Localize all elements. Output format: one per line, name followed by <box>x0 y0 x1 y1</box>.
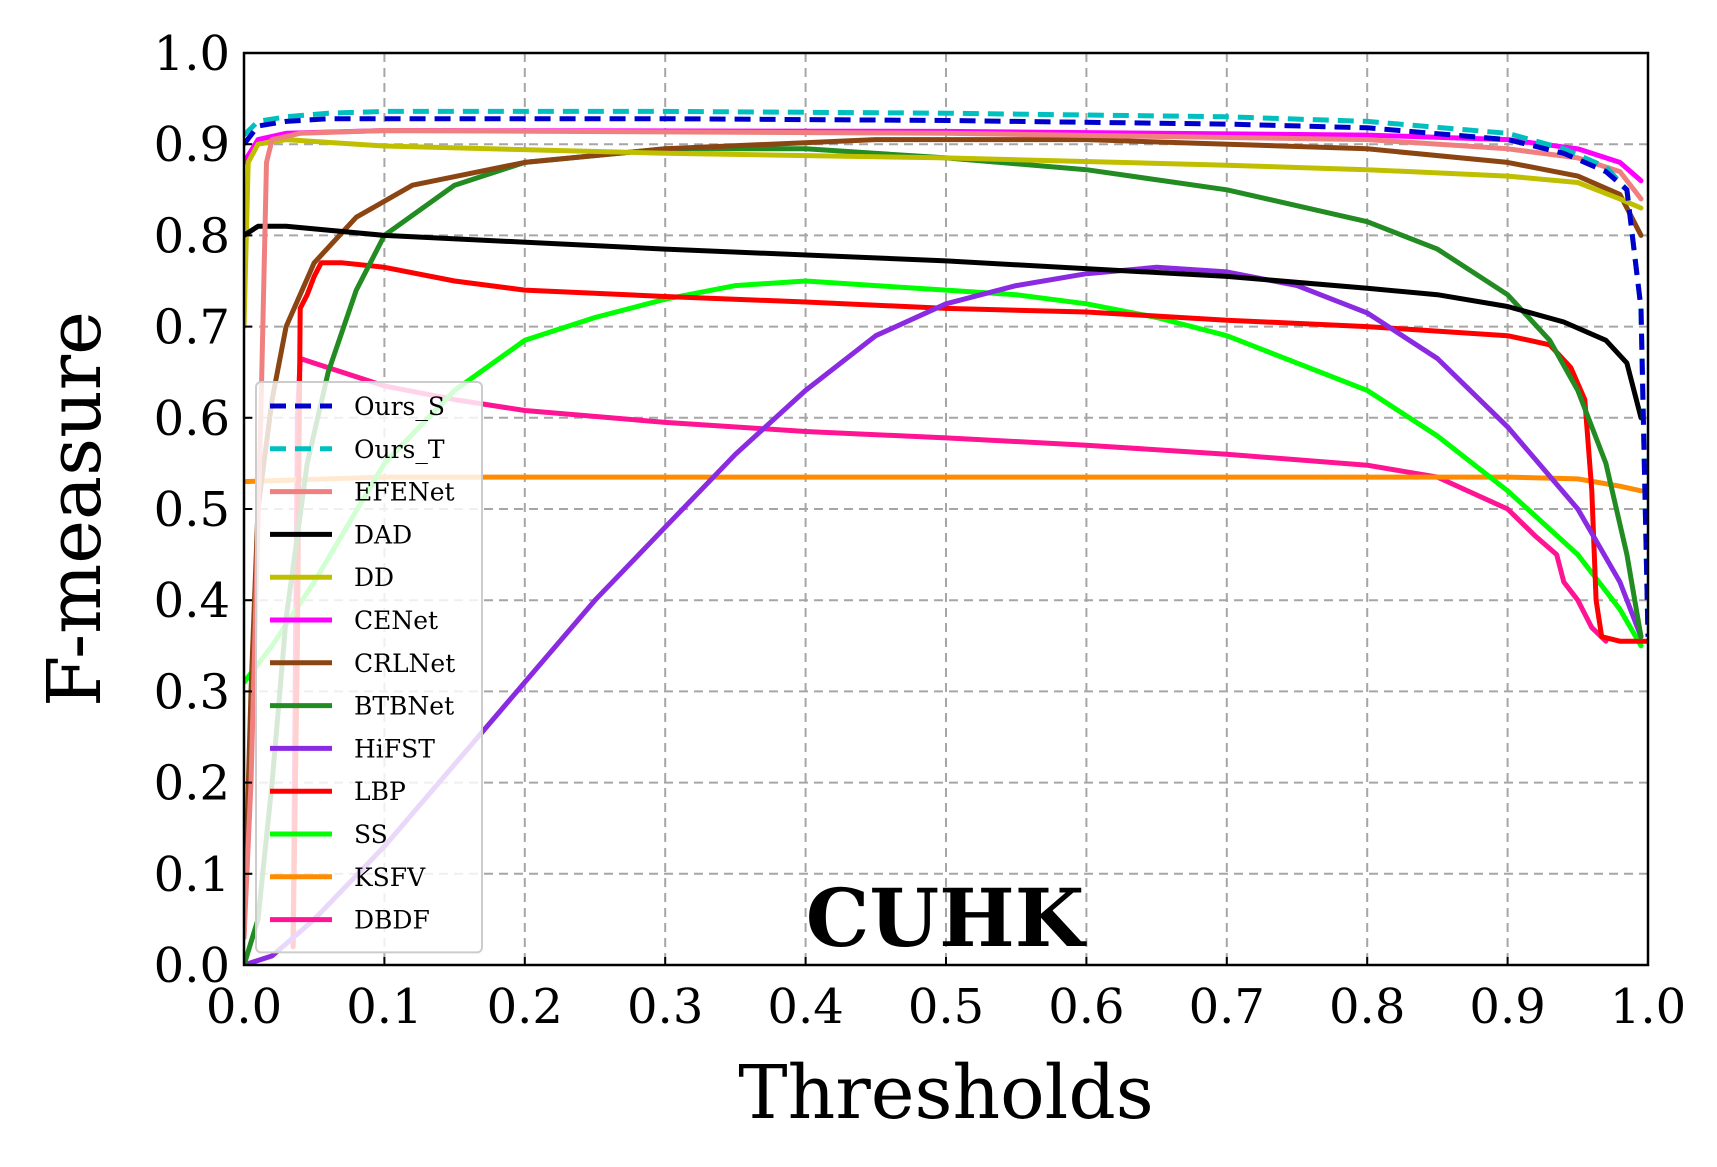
legend-label: Ours_S <box>354 392 445 421</box>
series-line-dd <box>244 137 1644 330</box>
series-line-ours-s <box>244 116 1648 637</box>
x-tick-label: 0.8 <box>1329 979 1405 1035</box>
y-tick-label: 0.2 <box>154 756 230 812</box>
legend-label: DBDF <box>354 906 430 935</box>
y-tick-label: 0.7 <box>154 300 230 356</box>
y-tick-label: 0.1 <box>154 847 230 903</box>
series-line-ours-t <box>244 108 1648 637</box>
x-tick-label: 1.0 <box>1610 979 1686 1035</box>
legend-label: EFENet <box>354 478 455 507</box>
legend-label: DD <box>354 563 394 592</box>
x-tick-label: 0.7 <box>1189 979 1265 1035</box>
y-tick-label: 0.4 <box>154 573 230 629</box>
y-tick-label: 0.5 <box>154 482 230 538</box>
legend-label: SS <box>354 820 388 849</box>
legend-label: HiFST <box>354 734 435 763</box>
y-tick-label: 0.6 <box>154 391 230 447</box>
x-tick-label: 0.4 <box>767 979 843 1035</box>
series-line-dbdf <box>290 356 1609 950</box>
x-tick-label: 0.3 <box>627 979 703 1035</box>
y-tick-label: 0.0 <box>154 938 230 994</box>
x-axis-label: Thresholds <box>738 1050 1153 1136</box>
series-line-dad <box>244 223 1644 421</box>
x-tick-label: 0.0 <box>206 979 282 1035</box>
series-line-lbp <box>290 260 1648 950</box>
legend-label: CRLNet <box>354 649 455 678</box>
y-tick-label: 0.9 <box>154 117 230 173</box>
x-tick-label: 0.5 <box>908 979 984 1035</box>
legend-label: BTBNet <box>354 692 454 721</box>
axis-ticks: 0.0 0.1 0.2 0.3 0.4 0.5 0.6 0.7 0.8 0.9 1.0 0.0 0.1 0… <box>154 26 1687 1035</box>
legend: Ours_S Ours_T EFENet DAD DD CENet CRLNet BTBNet… <box>255 381 483 954</box>
x-tick-label: 0.6 <box>1048 979 1124 1035</box>
y-axis-label: F-measure <box>32 311 118 707</box>
y-tick-label: 1.0 <box>154 26 230 82</box>
y-tick-label: 0.8 <box>154 208 230 264</box>
legend-label: CENet <box>354 606 438 635</box>
legend-label: KSFV <box>354 863 426 892</box>
series-line-cenet <box>244 128 1644 184</box>
legend-label: Ours_T <box>354 435 445 464</box>
y-tick-label: 0.3 <box>154 664 230 720</box>
series-lines <box>244 108 1648 965</box>
legend-label: DAD <box>354 520 412 549</box>
dataset-annotation: CUHK <box>806 871 1087 965</box>
x-tick-label: 0.9 <box>1469 979 1545 1035</box>
legend-label: LBP <box>354 777 406 806</box>
x-tick-label: 0.2 <box>487 979 563 1035</box>
legend-box <box>255 381 483 954</box>
x-tick-label: 0.1 <box>346 979 422 1035</box>
